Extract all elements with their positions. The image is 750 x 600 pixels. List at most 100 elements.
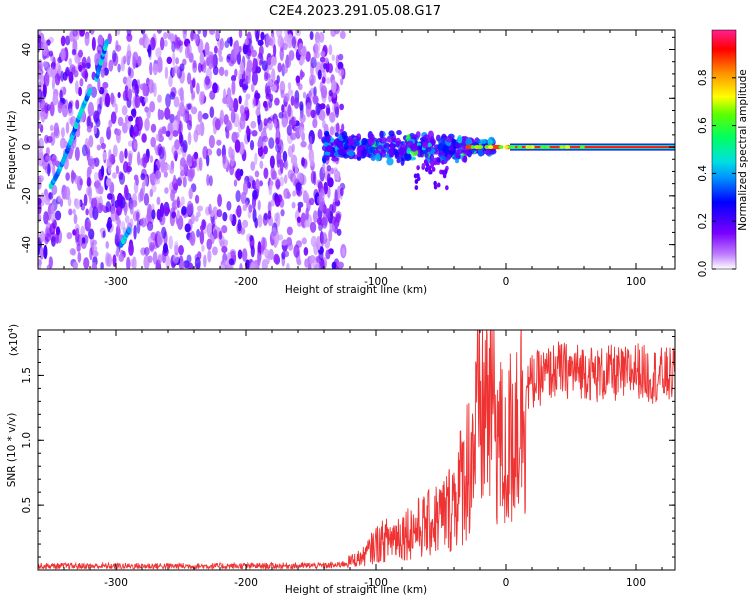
noise-blob [252,96,256,108]
noise-blob [268,98,273,109]
noise-blob [151,183,157,193]
noise-blob [254,152,258,165]
noise-blob [255,30,260,43]
noise-blob [92,245,98,253]
noise-blob [218,66,225,76]
noise-blob [312,118,318,129]
noise-blob [208,203,212,215]
noise-blob [270,56,277,67]
noise-blob [339,78,344,86]
noise-blob [144,246,150,256]
noise-blob [302,91,307,99]
noise-blob [222,154,226,165]
streak-feature [94,38,110,82]
noise-blob [274,97,280,106]
noise-blob [148,79,155,94]
x-tick-label: 100 [626,276,646,288]
noise-blob [151,209,156,220]
noise-blob [310,235,317,248]
noise-blob [53,127,60,139]
noise-blob [262,135,269,143]
noise-blob [333,218,340,228]
noise-blob [126,256,131,269]
noise-blob [67,197,72,207]
carrier-blob [544,145,550,149]
spectrogram-y-ticks: 40 20 0 -20 -40 [21,36,675,270]
noise-blob [283,93,290,103]
cluster-blob [426,146,432,152]
noise-blob [334,189,338,204]
noise-blob [38,197,42,205]
noise-blob [135,211,140,222]
noise-blob [189,230,196,246]
noise-blob [108,149,112,162]
noise-blob [81,56,87,69]
noise-blob [328,44,333,56]
noise-blob [147,255,153,263]
noise-blob [325,249,331,260]
noise-blob [156,30,162,34]
snr-series-line [38,330,675,570]
noise-blob [149,155,154,163]
noise-blob [309,221,317,233]
noise-blob [176,196,180,208]
noise-blob [206,173,210,186]
noise-blob [90,158,95,170]
noise-blob [244,98,249,111]
noise-blob [255,178,260,190]
noise-blob [267,201,272,214]
noise-blob [86,186,91,196]
noise-blob [212,65,219,76]
noise-blob [282,150,288,162]
noise-blob [263,212,268,221]
noise-blob [208,134,215,149]
noise-blob [296,188,303,197]
noise-blob [102,230,106,238]
noise-blob [300,56,305,65]
noise-blob [315,102,321,116]
noise-blob [165,93,171,108]
cluster-blob [455,142,463,149]
noise-blob [180,196,185,206]
noise-blob [174,139,181,150]
noise-blob [218,55,224,63]
noise-blob [239,262,243,269]
streak-blob [126,226,132,234]
noise-blob [268,248,274,261]
noise-blob [276,150,282,165]
noise-blob [116,30,121,36]
noise-blob [257,39,264,46]
noise-blob [286,262,290,269]
noise-blob [156,196,161,206]
noise-blob [140,173,146,181]
noise-blob [254,170,260,178]
noise-blob [120,56,124,72]
noise-blob [163,39,168,47]
carrier-blob [565,145,571,149]
noise-blob [329,111,336,123]
noise-blob [226,200,232,211]
noise-blob [238,30,243,39]
noise-blob [173,96,180,108]
noise-blob [187,131,192,146]
snr-unit-exponent: 4 [7,327,15,332]
noise-blob [242,204,247,212]
cluster-blob [455,149,460,159]
noise-blob [206,238,212,251]
noise-blob [38,259,43,266]
noise-blob [279,159,284,174]
noise-blob [279,46,284,61]
noise-blob [258,59,263,66]
noise-blob [273,253,280,264]
carrier-feature [465,143,675,151]
carrier-core [510,146,675,149]
noise-blob [239,168,244,177]
noise-blob [328,228,333,242]
cluster-blob [487,139,493,146]
noise-blob [96,44,103,54]
noise-blob [105,241,110,249]
noise-blob [108,59,114,72]
noise-blob [59,89,63,101]
noise-blob [117,198,123,207]
